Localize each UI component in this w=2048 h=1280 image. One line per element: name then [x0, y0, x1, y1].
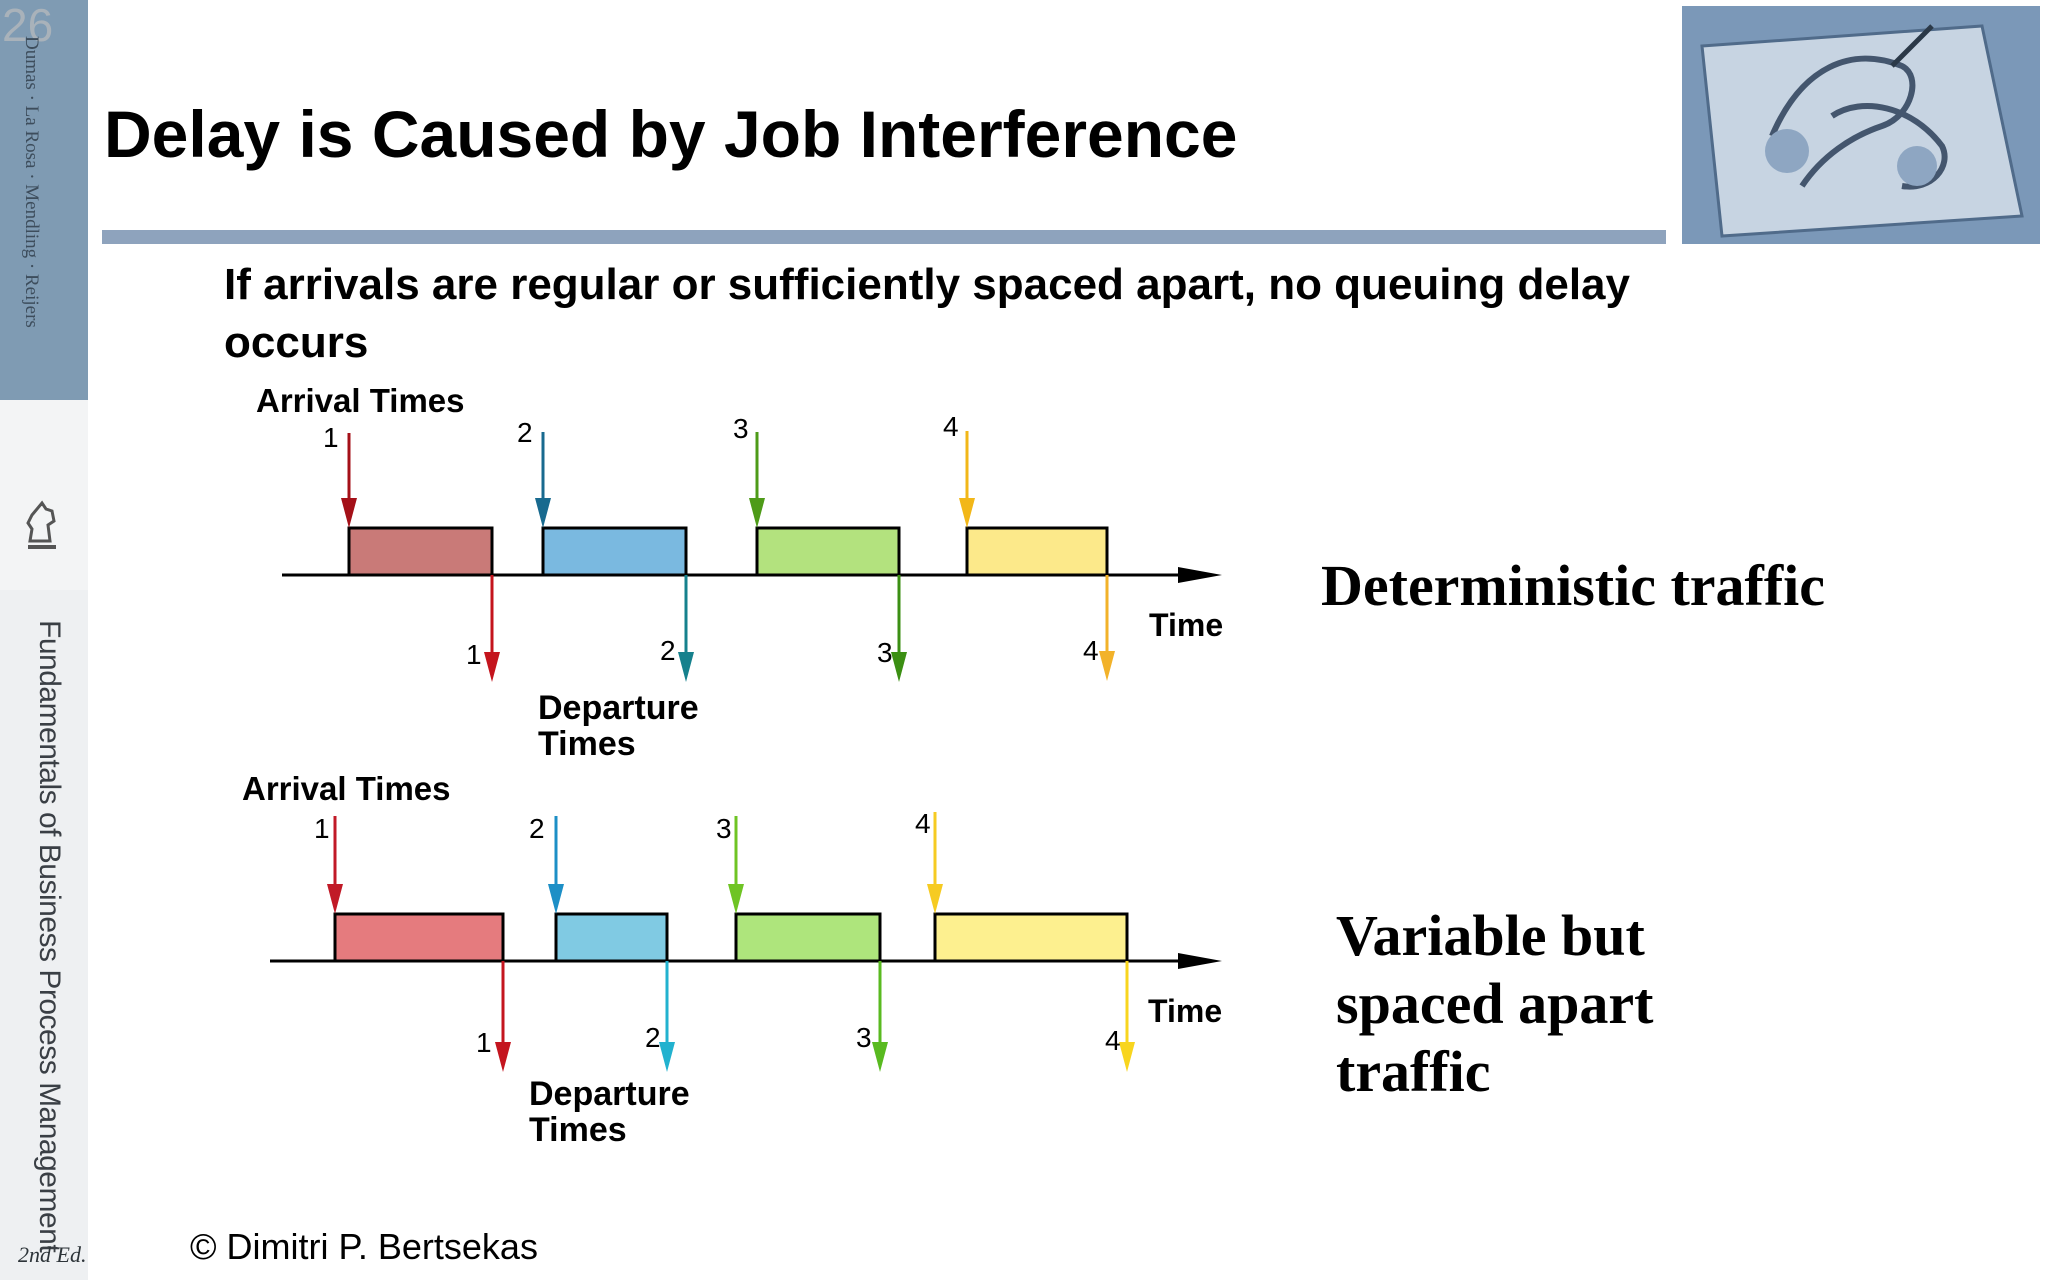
knight-logo-icon	[26, 500, 56, 549]
page-number: 26	[2, 0, 54, 51]
time-axis-arrowhead-1	[1178, 567, 1222, 583]
arrival-arrow-2-2-head	[548, 884, 564, 914]
departure-number-2-1: 1	[476, 1027, 492, 1058]
drawing-hands-image	[1682, 6, 2040, 244]
job-box-1-4	[965, 526, 1109, 577]
arrival-number-1-2: 2	[517, 417, 533, 448]
arrival-number-1-4: 4	[943, 411, 959, 442]
sidebar-logo-area	[0, 400, 88, 590]
departure-number-1-4: 4	[1083, 635, 1099, 666]
job-box-2-1	[333, 912, 505, 963]
arrival-number-2-4: 4	[915, 808, 931, 839]
departure-number-1-3: 3	[877, 637, 893, 668]
time-label-2: Time	[1148, 993, 1223, 1029]
arrival-times-label-2: Arrival Times	[242, 770, 451, 807]
departure-number-1-1: 1	[466, 639, 482, 670]
book-edition: 2nd Ed.	[18, 1242, 87, 1267]
arrival-arrow-2-3-head	[728, 884, 744, 914]
job-box-1-2	[541, 526, 688, 577]
arrival-number-2-3: 3	[716, 813, 732, 844]
arrival-arrow-1-1-head	[341, 498, 357, 528]
departure-arrow-1-1-head	[484, 652, 500, 682]
departure-arrow-2-1-head	[495, 1042, 511, 1072]
title-underline-bar	[102, 230, 1666, 244]
departure-arrow-2-4-head	[1119, 1042, 1135, 1072]
arrival-arrow-1-3-head	[749, 498, 765, 528]
arrival-arrow-2-1-head	[327, 884, 343, 914]
departure-times-label-2: Departure Times	[529, 1075, 690, 1149]
copyright-notice: © Dimitri P. Bertsekas	[190, 1226, 538, 1267]
slide-subtitle: If arrivals are regular or sufficiently …	[224, 260, 1631, 367]
sidebar-book-area	[0, 590, 88, 1280]
arrival-number-1-1: 1	[323, 422, 339, 453]
departure-times-label-1: Departure Times	[538, 689, 699, 763]
arrival-arrow-2-4-head	[927, 884, 943, 914]
departure-number-2-2: 2	[645, 1022, 661, 1053]
departure-arrow-1-3-head	[891, 652, 907, 682]
departure-number-2-4: 4	[1105, 1025, 1121, 1056]
departure-number-1-2: 2	[660, 635, 676, 666]
time-label-1: Time	[1149, 607, 1224, 643]
job-box-2-2	[554, 912, 669, 963]
sidebar-header	[0, 0, 88, 400]
job-box-1-3	[755, 526, 901, 577]
departure-number-2-3: 3	[856, 1022, 872, 1053]
arrival-times-label-1: Arrival Times	[256, 382, 465, 419]
departure-arrow-2-3-head	[872, 1042, 888, 1072]
deterministic-traffic-caption: Deterministic traffic	[1321, 553, 1826, 618]
job-box-2-3	[734, 912, 882, 963]
arrival-number-1-3: 3	[733, 413, 749, 444]
slide-title: Delay is Caused by Job Interference	[104, 97, 1238, 171]
job-box-2-4	[933, 912, 1129, 963]
departure-arrow-2-2-head	[659, 1042, 675, 1072]
departure-arrow-1-2-head	[678, 652, 694, 682]
time-axis-arrowhead-2	[1178, 953, 1222, 969]
job-box-1-1	[347, 526, 494, 577]
departure-arrow-1-4-head	[1099, 651, 1115, 681]
variable-traffic-caption: Variable but spaced apart traffic	[1336, 903, 1654, 1104]
arrival-arrow-1-2-head	[535, 498, 551, 528]
arrival-number-2-1: 1	[314, 813, 330, 844]
arrival-arrow-1-4-head	[959, 498, 975, 528]
arrival-number-2-2: 2	[529, 813, 545, 844]
